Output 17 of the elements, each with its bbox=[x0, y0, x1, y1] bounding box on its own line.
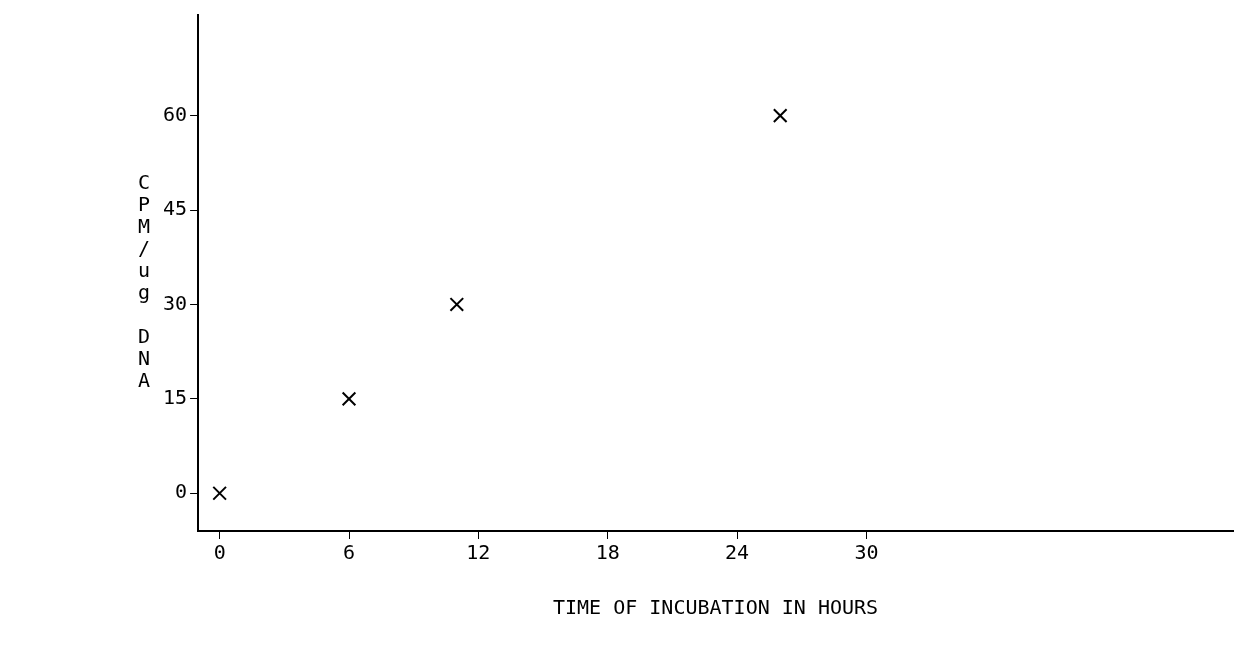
y-tick-label: 15 bbox=[162, 385, 188, 410]
point bbox=[449, 297, 465, 312]
point bbox=[341, 391, 357, 407]
x-tick-label: 18 bbox=[595, 540, 620, 565]
x-tick-label: 0 bbox=[213, 540, 226, 565]
x-tick-label: 12 bbox=[466, 540, 491, 565]
x-tick-label: 24 bbox=[725, 540, 750, 565]
y-tick-label: 60 bbox=[162, 101, 188, 126]
y-tick-label: 0 bbox=[175, 479, 188, 504]
x-tick-label: 6 bbox=[342, 540, 356, 565]
point bbox=[772, 108, 788, 124]
y-tick-label: 45 bbox=[162, 196, 188, 221]
y-tick-label: 30 bbox=[162, 290, 188, 315]
y-axis-title: CPM/ug DNA bbox=[132, 170, 156, 390]
point bbox=[212, 485, 228, 501]
x-axis-title: TIME OF INCUBATION IN HOURS bbox=[552, 595, 879, 620]
x-tick-label: 30 bbox=[854, 540, 879, 565]
